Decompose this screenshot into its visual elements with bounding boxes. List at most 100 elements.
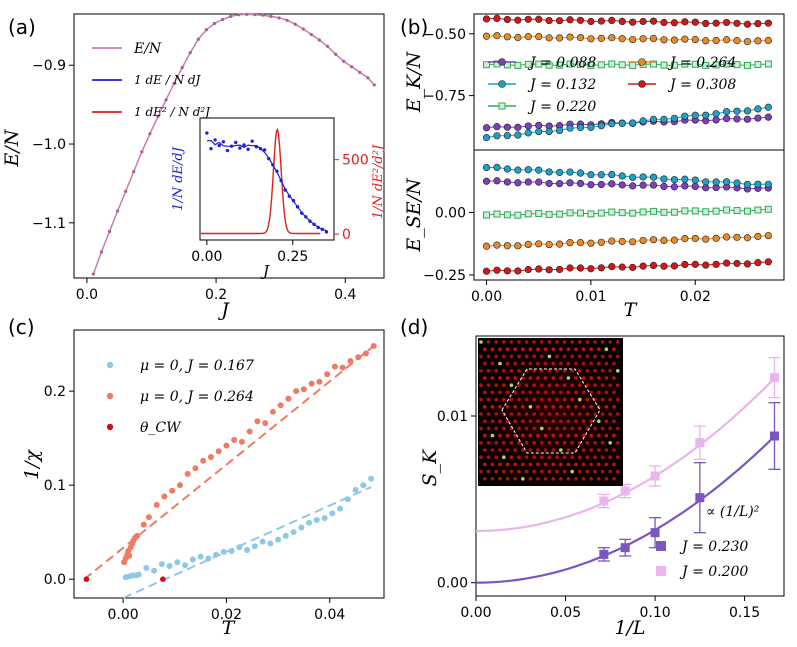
- structure-factor-peak: [513, 477, 517, 481]
- structure-factor-peak: [589, 347, 593, 352]
- c-data-point: [200, 457, 207, 464]
- structure-factor-peak: [540, 397, 544, 402]
- c-data-point: [313, 516, 320, 523]
- b-top-point: [743, 37, 752, 46]
- structure-factor-peak: [490, 462, 495, 467]
- d-data-point: [650, 471, 660, 481]
- structure-factor-peak: [505, 390, 510, 395]
- structure-factor-peak: [616, 441, 620, 445]
- b-top-point: [524, 129, 532, 137]
- b-top-point: [702, 19, 710, 28]
- c-data-point: [298, 524, 305, 531]
- b-bottom-point: [639, 173, 647, 181]
- c-data-point: [308, 380, 315, 387]
- inset-ylabel-right: 1/N dE²/d²J: [371, 144, 386, 219]
- structure-factor-peak: [608, 340, 612, 344]
- panel-b-legend: J = 0.088 J = 0.264 J = 0.132 J = 0.308 …: [488, 55, 736, 115]
- b-top-point: [629, 119, 637, 127]
- structure-factor-peak: [479, 354, 483, 359]
- energy-point: [333, 52, 338, 56]
- structure-factor-peak: [570, 441, 574, 445]
- b-top-point: [754, 105, 762, 113]
- legend-marker-j264c: [106, 392, 114, 400]
- structure-factor-peak: [486, 340, 491, 344]
- c-data-point: [329, 510, 336, 517]
- structure-factor-peak: [578, 383, 582, 388]
- panel-a-frame: [73, 13, 385, 279]
- d-x-tick-label: 0.15: [729, 605, 760, 621]
- inset-deriv1-point: [258, 146, 263, 151]
- b-bottom-point: [722, 233, 731, 241]
- panel-label-c: (c): [8, 315, 35, 339]
- b-top-point: [483, 61, 491, 69]
- structure-factor-peak: [513, 347, 517, 352]
- structure-factor-peak: [559, 376, 563, 380]
- structure-factor-peak: [608, 397, 612, 402]
- structure-factor-peak: [505, 477, 510, 481]
- structure-factor-peak: [566, 347, 571, 352]
- structure-factor-peak: [566, 390, 571, 395]
- structure-factor-peak: [521, 477, 525, 481]
- panel-label-d: (d): [400, 315, 428, 339]
- structure-factor-peak: [479, 441, 483, 445]
- structure-factor-peak: [486, 397, 491, 402]
- b-bot-y-tick-label: −0.25: [423, 268, 466, 284]
- structure-factor-peak: [502, 441, 506, 445]
- structure-factor-peak: [566, 462, 571, 467]
- structure-factor-peak: [566, 433, 571, 438]
- structure-factor-peak: [505, 376, 510, 380]
- c-data-point: [228, 547, 235, 554]
- inset-deriv1-point: [217, 143, 221, 148]
- b-top-point: [691, 111, 699, 119]
- structure-factor-peak: [574, 347, 578, 352]
- b-bottom-point: [483, 211, 491, 219]
- structure-factor-peak: [593, 469, 597, 474]
- b-top-point: [764, 60, 772, 68]
- inset-deriv1-point: [291, 198, 296, 203]
- energy-point: [196, 37, 200, 41]
- b-top-point: [733, 61, 741, 69]
- structure-factor-peak: [589, 361, 593, 366]
- b-bottom-point: [535, 265, 543, 273]
- panel-b-bottom-ylabel: E_SE/N: [403, 177, 425, 253]
- structure-factor-peak: [543, 448, 548, 452]
- panel-a-axis-ticks: 0.0 0.2 0.4 −0.9 −1.0 −1.1: [32, 58, 356, 303]
- b-bottom-point: [722, 178, 731, 186]
- c-data-point: [267, 540, 274, 547]
- energy-point: [115, 209, 120, 213]
- structure-factor-peak: [574, 448, 578, 452]
- energy-point: [372, 83, 376, 87]
- structure-factor-peak: [524, 340, 529, 344]
- c-fit-line: [83, 345, 375, 580]
- b-bottom-point: [649, 181, 658, 189]
- b-bottom-point: [691, 234, 699, 243]
- legend-marker-j220: [498, 102, 506, 110]
- c-data-point: [259, 538, 266, 545]
- structure-factor-peak: [574, 405, 578, 409]
- b-bottom-point: [608, 170, 616, 179]
- b-bottom-series-line: [486, 166, 769, 186]
- legend-label-deriv2: 1 dE² / N d²J: [134, 105, 211, 119]
- energy-point: [253, 13, 257, 17]
- structure-factor-peak: [566, 477, 571, 481]
- b-bottom-point: [660, 182, 668, 191]
- b-bottom-point: [660, 175, 668, 183]
- structure-factor-peak: [585, 469, 590, 474]
- structure-factor-peak: [612, 419, 616, 424]
- b-bottom-point: [764, 205, 772, 213]
- structure-factor-peak: [483, 376, 487, 380]
- b-top-point: [514, 61, 522, 69]
- structure-factor-peak: [600, 383, 605, 388]
- structure-factor-peak: [559, 361, 563, 366]
- d-data-point: [599, 549, 609, 559]
- b-bottom-point: [691, 260, 699, 268]
- structure-factor-peak: [612, 361, 616, 366]
- panel-a-ylabel: E/N: [1, 128, 23, 167]
- b-bottom-series-line: [486, 180, 769, 190]
- structure-factor-peak: [509, 340, 514, 344]
- b-bottom-point: [503, 178, 512, 186]
- b-top-point: [545, 16, 553, 25]
- b-bottom-point: [650, 207, 658, 215]
- structure-factor-peak: [566, 405, 571, 409]
